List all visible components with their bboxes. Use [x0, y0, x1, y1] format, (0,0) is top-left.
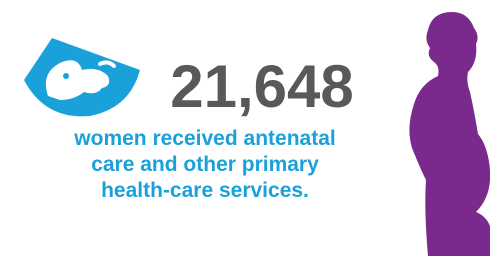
- infographic: 21,648 women received antenatal care and…: [0, 0, 490, 256]
- stat-value: 21,648: [170, 53, 354, 120]
- stat-description-line: health-care services.: [101, 179, 309, 202]
- infographic-graphic: 21,648 women received antenatal care and…: [0, 0, 490, 256]
- stat-description-line: care and other primary: [91, 153, 319, 176]
- ultrasound-icon: [24, 38, 140, 116]
- pregnant-woman-silhouette: [409, 12, 490, 256]
- stat-description-line: women received antenatal: [73, 127, 335, 150]
